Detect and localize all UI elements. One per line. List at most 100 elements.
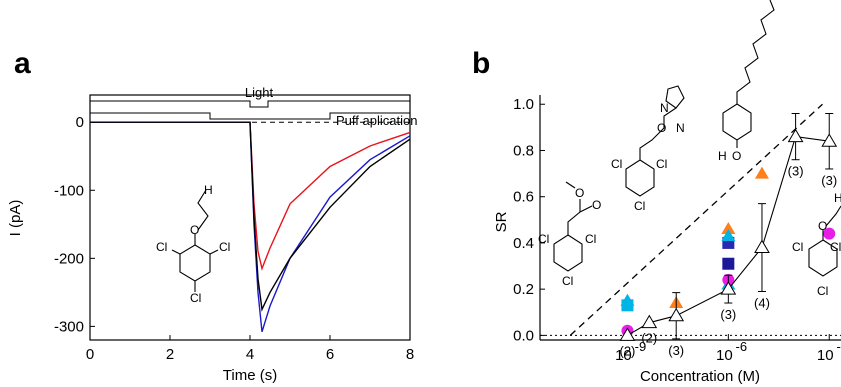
molecule-b1-atom: O <box>592 198 601 212</box>
panel-a-x-ticks: 0 2 4 6 8 <box>86 335 414 363</box>
y-tick-label: -200 <box>54 250 84 267</box>
sample-count-label: (3) <box>788 164 804 179</box>
x-tick-exponent: -3 <box>836 339 841 354</box>
molecule-b3-ring <box>722 103 752 141</box>
panel-b-y-ticks: 0.0 0.2 0.4 0.6 0.8 1.0 <box>513 96 545 344</box>
molecule-b2-imidazole <box>665 85 685 109</box>
light-trace <box>90 100 410 108</box>
y-tick-label: 0.2 <box>513 281 534 298</box>
molecule-b2-ring <box>625 159 655 197</box>
x-tick-exponent: -6 <box>736 339 748 354</box>
molecule-a-bond <box>209 249 219 255</box>
molecule-b1-atom: Cl <box>538 232 549 246</box>
molecule-a: O H Cl Cl Cl <box>156 183 230 305</box>
molecule-b3-atom: O <box>732 149 741 163</box>
open-triangle-point <box>720 281 737 295</box>
y-tick-label: 0.0 <box>513 327 534 344</box>
panel-b: 10-910-610-3 0.00.20.40.60.81.0 Concentr… <box>493 0 841 385</box>
molecule-b4-atom: Cl <box>830 240 841 254</box>
panel-letter-b: b <box>472 47 490 80</box>
open-triangle-point <box>641 314 658 329</box>
molecule-b2-atom: Cl <box>634 199 645 213</box>
molecule-a-atom: Cl <box>190 291 201 305</box>
triangle-marker <box>721 228 736 241</box>
sample-count-label: (4) <box>754 295 770 310</box>
molecule-b4-ring <box>808 239 838 277</box>
molecule-b1: O O Cl Cl Cl <box>538 181 601 288</box>
open-triangle-point <box>787 128 804 143</box>
panel-letter-a: a <box>14 47 31 80</box>
sample-count-label: (3) <box>668 343 684 358</box>
x-tick-label: 10 <box>615 347 632 364</box>
y-tick-label: 0.8 <box>513 142 534 159</box>
molecule-a-atom: Cl <box>219 240 230 254</box>
reference-dashed-line <box>569 103 823 336</box>
molecule-b1-atom: Cl <box>562 274 573 288</box>
molecule-b4-atom: H <box>834 191 841 205</box>
open-triangle-point <box>668 307 685 322</box>
x-tick-label: 10 <box>817 347 834 364</box>
y-tick-label: 0.4 <box>513 235 534 252</box>
molecule-b4: O H Cl Cl Cl <box>792 191 841 298</box>
sample-count-label: (2) <box>619 343 635 358</box>
circle-marker <box>823 227 836 240</box>
molecule-b3: O H <box>718 0 775 163</box>
current-trace <box>90 121 411 271</box>
molecule-b2-atom: N <box>676 121 685 135</box>
current-trace <box>90 121 411 312</box>
molecule-b2-chain <box>639 107 677 160</box>
molecule-b1-atom: Cl <box>585 232 596 246</box>
panel-b-x-label: Concentration (M) <box>640 368 760 385</box>
y-tick-label: -100 <box>54 182 84 199</box>
molecule-a-chain <box>197 189 209 231</box>
molecule-b1-ring <box>553 234 583 272</box>
x-tick-label: 10 <box>716 347 733 364</box>
panel-a-y-label: I (pA) <box>7 200 24 237</box>
molecule-a-atom: H <box>204 183 213 197</box>
light-label: Light <box>245 85 274 100</box>
x-tick-label: 4 <box>246 346 254 363</box>
panel-a-traces <box>90 121 411 333</box>
y-tick-label: 0.6 <box>513 189 534 206</box>
x-tick-label: 6 <box>326 346 334 363</box>
puff-label: Puff aplication <box>336 113 417 128</box>
sample-count-label: (3) <box>821 173 837 188</box>
triangle-marker <box>620 293 635 306</box>
molecule-b2: O N N Cl Cl Cl <box>611 85 685 213</box>
molecule-b4-atom: Cl <box>792 240 803 254</box>
triangle-marker <box>754 166 769 179</box>
molecule-b3-chain <box>736 0 775 104</box>
molecule-b2-atom: Cl <box>656 157 667 171</box>
x-tick-label: 8 <box>406 346 414 363</box>
molecule-b2-atom: Cl <box>611 157 622 171</box>
y-tick-label: 0 <box>76 114 84 131</box>
molecule-a-atom: O <box>190 223 199 237</box>
molecule-a-atom: Cl <box>156 240 167 254</box>
current-trace <box>90 121 411 333</box>
y-tick-label: -300 <box>54 318 84 335</box>
panel-a-x-label: Time (s) <box>223 367 277 384</box>
molecule-a-bond <box>171 249 181 255</box>
x-tick-label: 0 <box>86 346 94 363</box>
molecule-b1-chain <box>567 199 581 235</box>
sample-count-label: (3) <box>720 307 736 322</box>
puff-trace <box>90 112 410 120</box>
molecule-b4-chain <box>825 205 841 227</box>
molecule-a-ring <box>179 244 211 282</box>
panel-b-x-ticks: 10-910-610-3 <box>615 334 841 364</box>
x-tick-label: 2 <box>166 346 174 363</box>
molecule-b3-atom: H <box>718 149 727 163</box>
open-triangle-point <box>821 133 838 147</box>
molecule-b1-bond <box>565 181 576 189</box>
panel-a-y-ticks: 0 -100 -200 -300 <box>54 114 95 335</box>
open-triangle-point <box>754 239 770 254</box>
panel-a: 0 2 4 6 8 0 -100 -200 -300 Time (s) I (pA) Ligh… <box>7 85 417 384</box>
open-triangle-point <box>619 327 636 341</box>
molecule-b4-atom: Cl <box>817 284 828 298</box>
y-tick-label: 1.0 <box>513 96 534 113</box>
molecule-b2-atom: O <box>657 121 666 135</box>
triangle-series: (2) (2) (3) (3) (4) (3) (3) <box>619 112 838 358</box>
triangle-marker <box>721 222 736 235</box>
x-tick-exponent: -9 <box>635 339 647 354</box>
